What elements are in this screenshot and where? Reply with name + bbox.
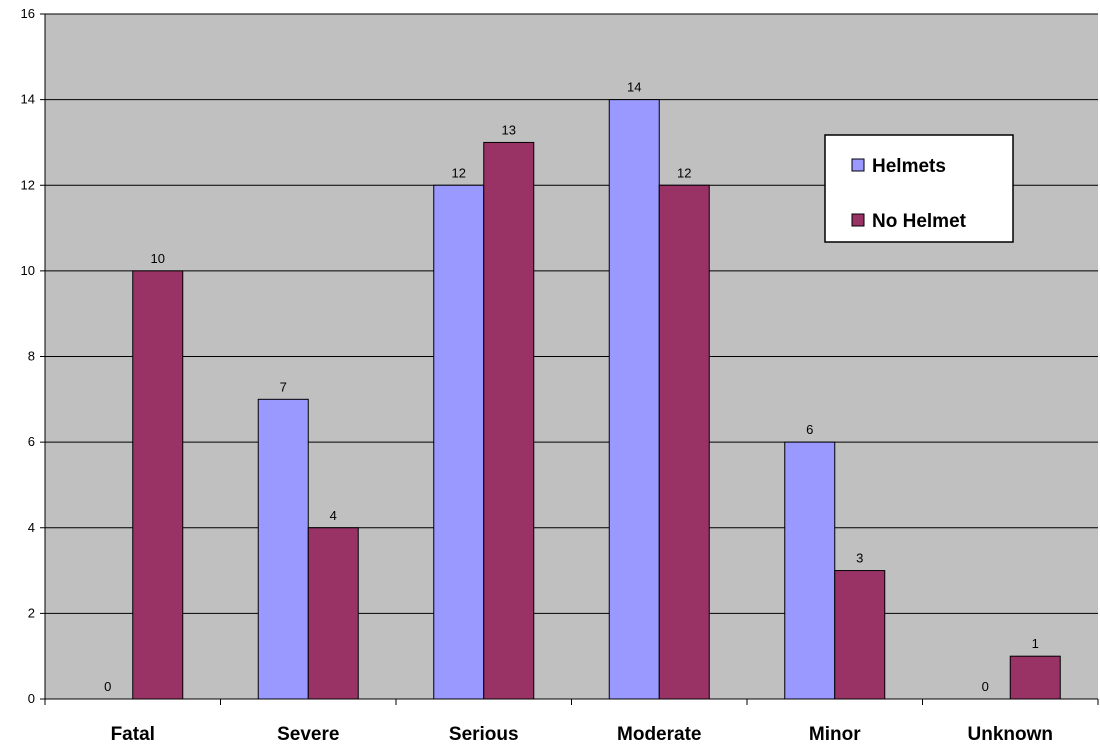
gridlines [45,13,1098,614]
data-label-no-helmet-fatal: 10 [151,251,165,266]
bar-helmets-moderate [608,99,660,700]
bar-no-helmet-unknown [1009,655,1061,700]
category-labels: Fatal Severe Serious Moderate Minor Unknown [111,724,1053,745]
data-label-no-helmet-moderate: 12 [677,165,691,180]
category-label-moderate: Moderate [617,724,701,745]
category-label-severe: Severe [277,724,339,745]
y-tick-label-10: 10 [21,263,35,278]
bar-no-helmet-serious [483,141,535,700]
y-tick-labels: 0 2 4 6 8 10 12 14 16 [21,6,35,706]
category-label-fatal: Fatal [111,724,155,745]
category-label-serious: Serious [449,724,519,745]
data-label-helmets-fatal: 0 [104,679,111,694]
data-label-helmets-unknown: 0 [982,679,989,694]
legend-swatch-helmets [851,158,865,172]
data-label-helmets-minor: 6 [806,422,813,437]
data-label-helmets-moderate: 14 [627,80,641,95]
category-label-minor: Minor [809,724,861,745]
bars [132,99,1061,700]
data-label-helmets-serious: 12 [452,165,466,180]
data-label-helmets-severe: 7 [280,379,287,394]
data-label-no-helmet-unknown: 1 [1032,636,1039,651]
legend-swatch-no-helmet [851,213,865,227]
y-tick-label-4: 4 [28,520,35,535]
y-tick-label-2: 2 [28,605,35,620]
bar-helmets-serious [433,184,485,700]
y-tick-label-8: 8 [28,349,35,364]
y-tick-label-14: 14 [21,92,35,107]
y-tick-label-16: 16 [21,6,35,21]
category-label-unknown: Unknown [968,724,1054,745]
bar-no-helmet-severe [307,527,359,700]
data-labels: 0 10 7 4 12 13 14 12 6 3 0 1 [104,80,1039,694]
y-tick-label-6: 6 [28,434,35,449]
data-label-no-helmet-severe: 4 [330,508,337,523]
bar-helmets-severe [257,398,309,700]
legend-label-helmets: Helmets [872,156,946,177]
legend: Helmets No Helmet [824,134,1014,243]
axes [40,13,1099,705]
bar-no-helmet-minor [834,570,886,700]
bar-helmets-minor [784,441,836,700]
data-label-no-helmet-minor: 3 [856,551,863,566]
y-tick-label-12: 12 [21,177,35,192]
y-tick-label-0: 0 [28,691,35,706]
bar-no-helmet-moderate [658,184,710,700]
legend-label-no-helmet: No Helmet [872,211,967,232]
data-label-no-helmet-serious: 13 [502,122,516,137]
bar-no-helmet-fatal [132,270,184,700]
